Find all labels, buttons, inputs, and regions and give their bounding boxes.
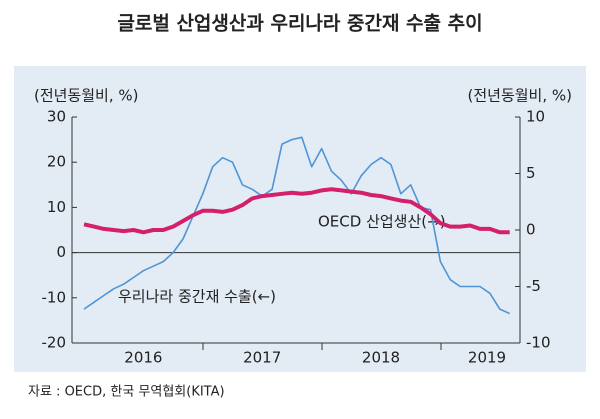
chart-title: 글로벌 산업생산과 우리나라 중간재 수출 추이 [117, 13, 482, 35]
y-tick-label: 0 [56, 243, 66, 261]
source: 자료 : OECD, 한국 무역협회(KITA) [28, 385, 225, 400]
y2-tick-label: 5 [526, 164, 536, 182]
y-axis-label: (전년동월비, %) [34, 87, 139, 105]
y-tick-label: -10 [42, 288, 67, 306]
annotation: OECD 산업생산(→) [318, 213, 446, 231]
y2-tick-label: 10 [526, 108, 545, 126]
y-tick-label: 30 [47, 108, 66, 126]
x-tick-label: 2016 [124, 349, 162, 367]
series-line [83, 136, 511, 315]
x-tick-label: 2018 [362, 349, 400, 367]
annotation: 우리나라 중간재 수출(←) [118, 288, 276, 306]
y-tick-label: 10 [47, 198, 66, 216]
y2-tick-label: -5 [526, 277, 541, 295]
x-tick-label: 2019 [468, 349, 506, 367]
y-tick-label: 20 [47, 153, 66, 171]
y2-axis-label: (전년동월비, %) [468, 87, 573, 105]
y-tick-label: -20 [42, 334, 67, 352]
x-tick-label: 2017 [243, 349, 281, 367]
plot-panel [14, 66, 586, 372]
y2-tick-label: 0 [526, 221, 536, 239]
series-line [83, 187, 510, 235]
y2-tick-label: -10 [526, 334, 551, 352]
